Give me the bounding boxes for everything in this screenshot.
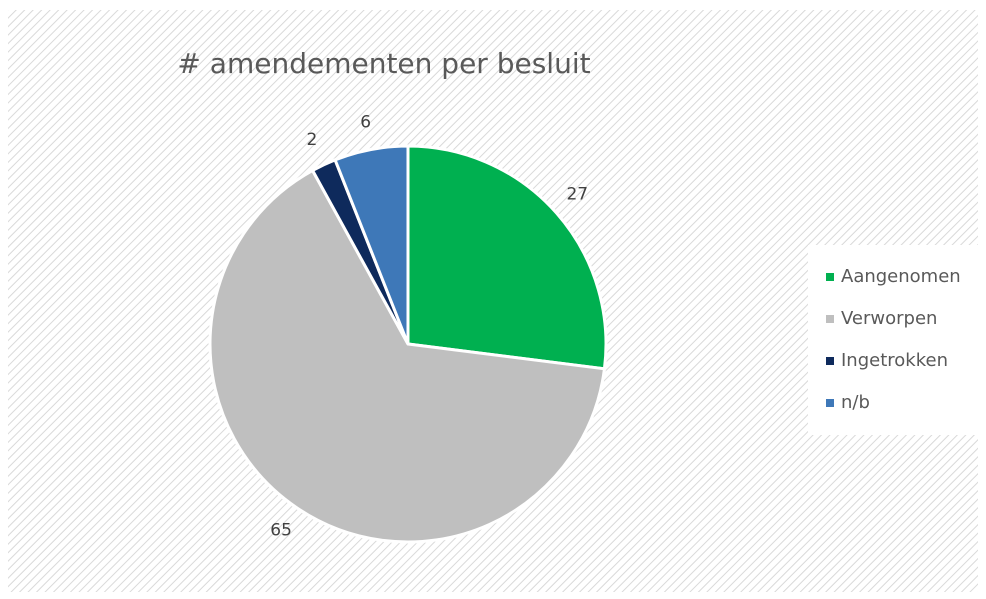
legend-swatch: [826, 357, 834, 365]
chart-title: # amendementen per besluit: [177, 47, 590, 80]
legend-label: n/b: [841, 392, 870, 413]
legend-label: Aangenomen: [841, 266, 961, 287]
legend-swatch: [826, 399, 834, 407]
pie-slice: [333, 144, 410, 345]
pie-slice: [406, 144, 608, 371]
legend-swatch: [826, 315, 834, 323]
data-label: 6: [360, 112, 371, 132]
legend-swatch: [826, 273, 834, 281]
legend-label: Ingetrokken: [841, 350, 948, 371]
legend-label: Verworpen: [841, 308, 937, 329]
data-label: 2: [306, 130, 317, 150]
legend-box: [808, 245, 982, 435]
data-label: 27: [566, 185, 588, 205]
pie-slice: [208, 168, 607, 544]
data-label: 65: [270, 521, 292, 541]
